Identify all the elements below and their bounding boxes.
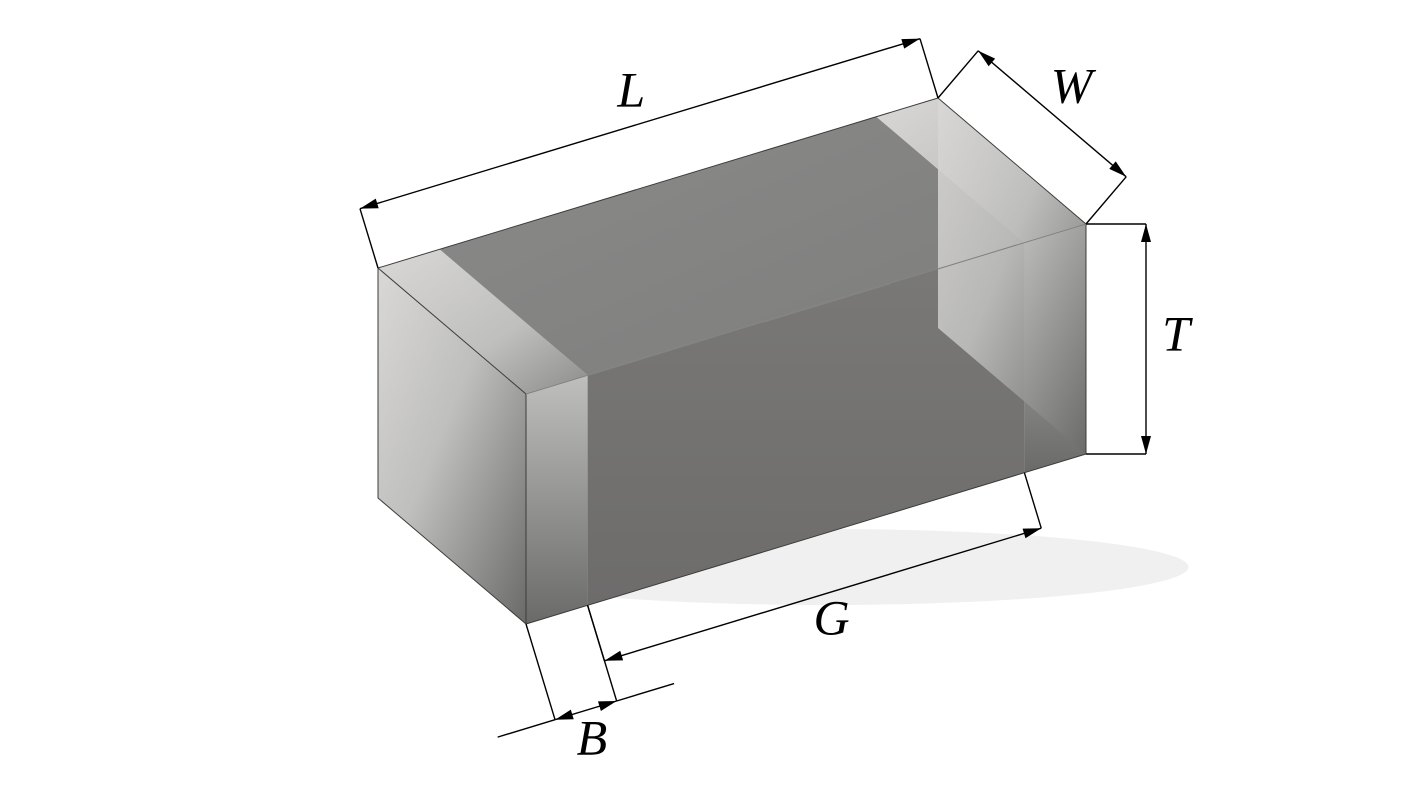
dim-label: B [577,709,608,765]
dim-extension [526,624,555,720]
dim-arrowhead [901,39,920,49]
dim-extension [920,39,938,98]
dim-extension [360,209,378,268]
dim-label: T [1162,305,1193,361]
dim-label: G [814,590,850,646]
dim-tail [617,684,674,701]
dim-arrowhead [1141,436,1151,454]
dim-arrowhead [360,199,379,209]
dim-extension [1086,177,1126,224]
dim-arrowhead [604,651,623,661]
dim-extension [938,51,978,98]
dim-extension [588,605,617,701]
terminal-left-front [526,375,588,624]
dim-label: L [616,61,645,117]
dim-arrowhead [555,710,574,720]
dim-tail [498,720,555,737]
dim-extension [1024,473,1041,528]
dim-label: W [1051,57,1097,113]
dim-arrowhead [1141,224,1151,242]
